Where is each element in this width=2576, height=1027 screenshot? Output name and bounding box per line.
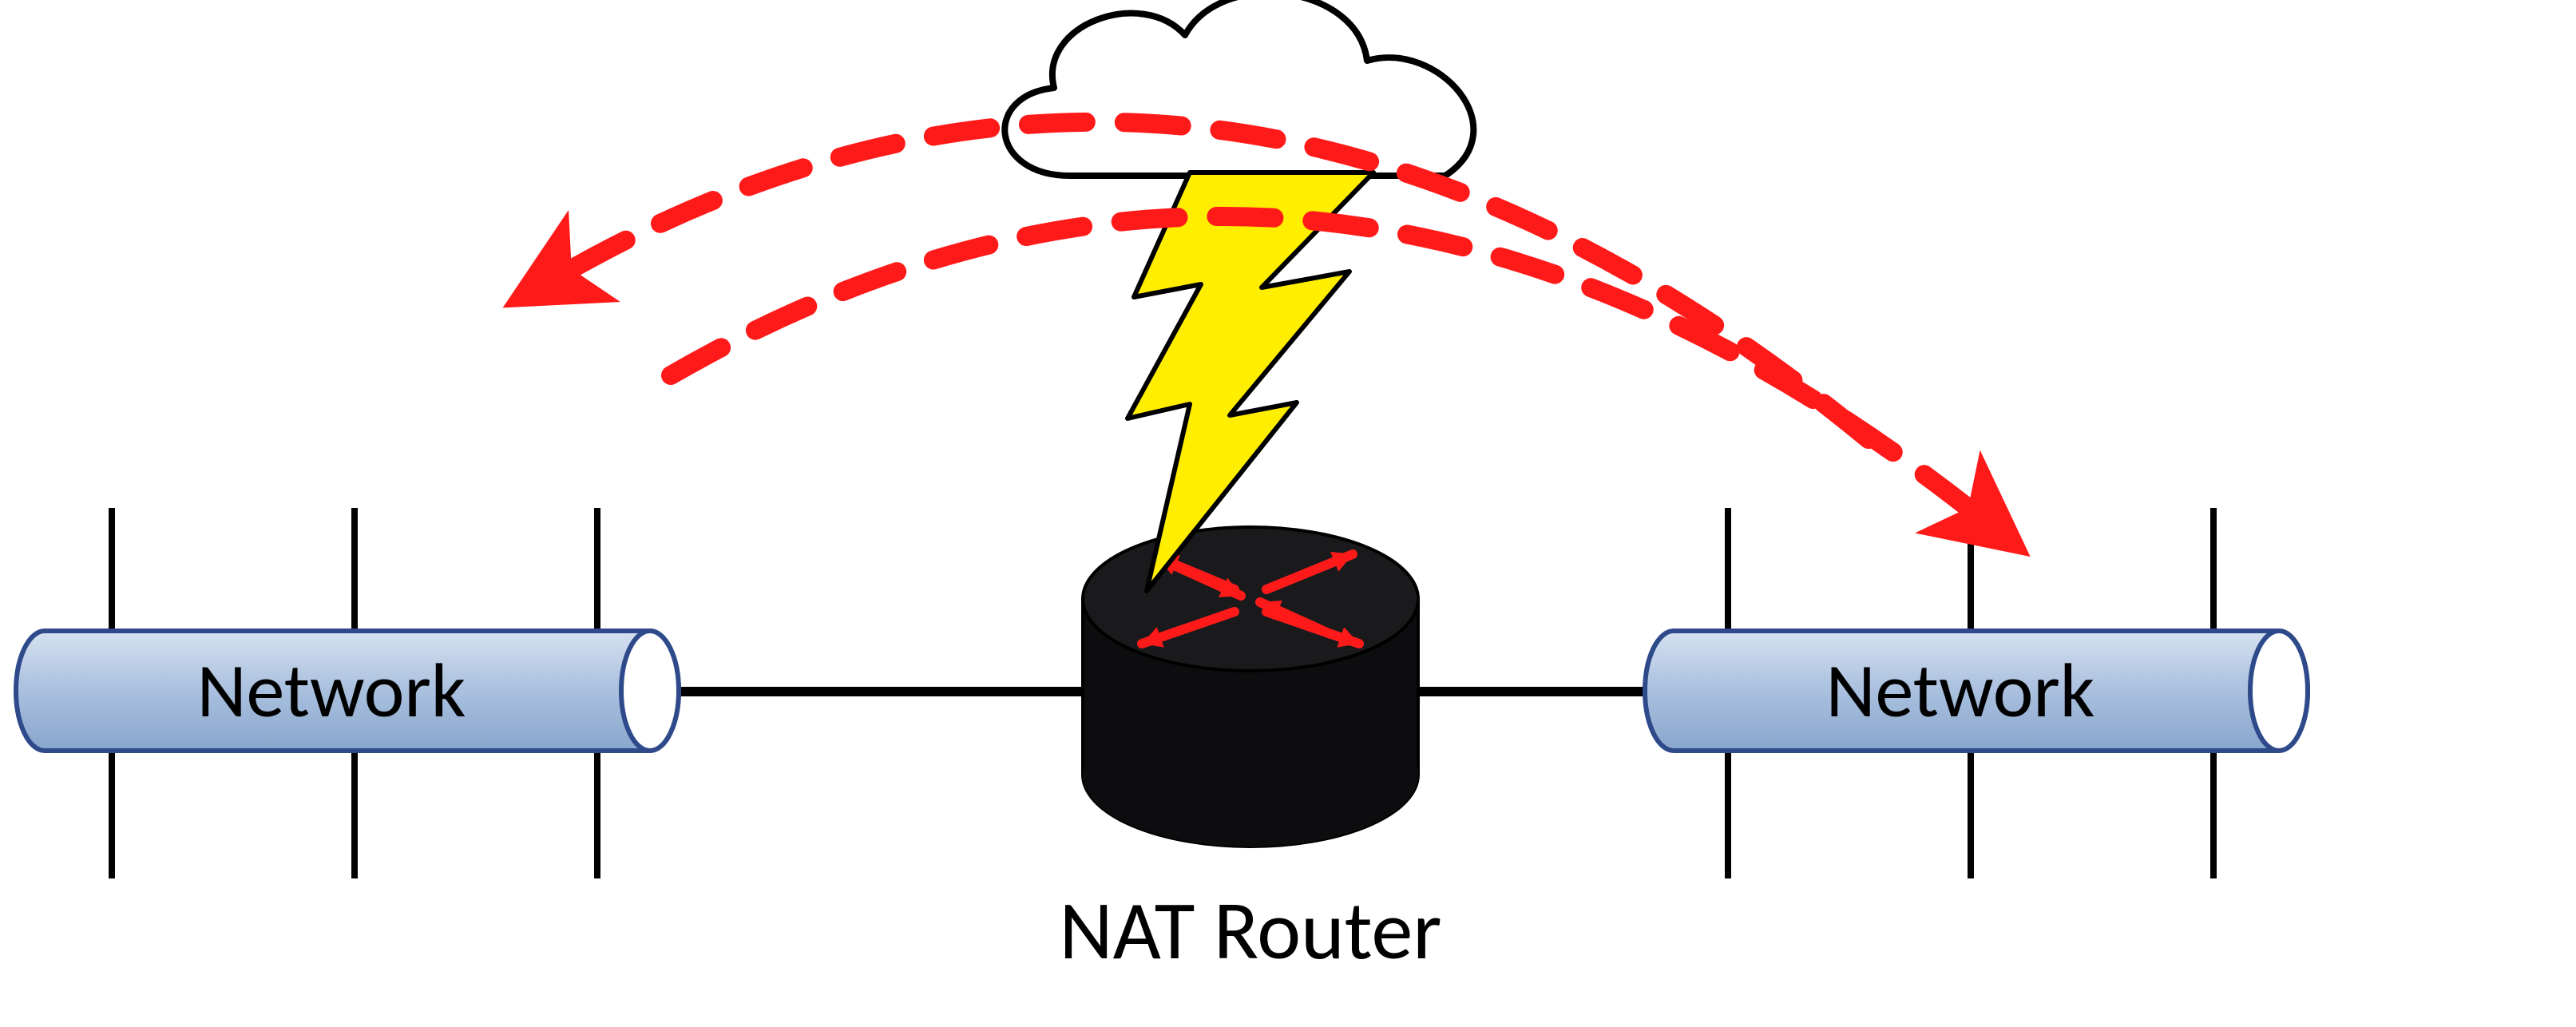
router-label: NAT Router bbox=[1060, 879, 1442, 981]
network-pipe-left: Network bbox=[16, 631, 679, 751]
network-pipe-right-label: Network bbox=[1826, 644, 2095, 737]
network-pipe-right: Network bbox=[1645, 631, 2308, 751]
network-pipe-left-label: Network bbox=[197, 644, 466, 737]
nat-router-icon bbox=[1083, 527, 1418, 847]
cloud-icon bbox=[1005, 0, 1473, 176]
